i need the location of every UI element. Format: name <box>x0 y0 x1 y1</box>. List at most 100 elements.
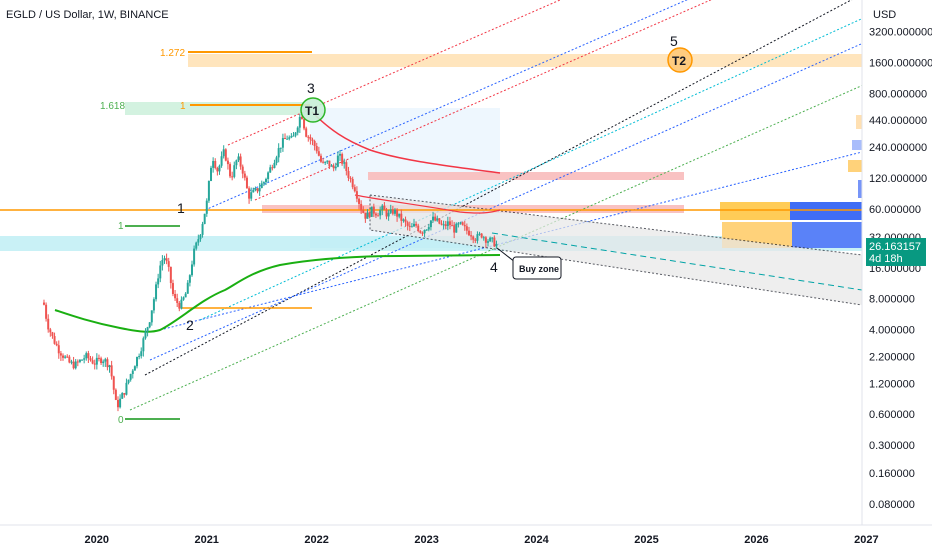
candle-body <box>292 135 295 137</box>
candle-body <box>260 183 263 189</box>
pf-blue-1 <box>204 0 688 211</box>
candle-body <box>472 236 475 240</box>
t2-circle <box>667 47 693 73</box>
candle-body <box>415 223 418 226</box>
candle-body <box>157 278 160 285</box>
candle-body <box>461 222 464 225</box>
wave-label-5: 5 <box>670 33 678 49</box>
candle-body <box>402 219 405 221</box>
candle-body <box>239 156 242 167</box>
candle-body <box>326 160 329 162</box>
candle-body <box>165 258 168 262</box>
candle-body <box>188 275 191 283</box>
candle-body <box>64 356 67 358</box>
candle-body <box>70 361 73 363</box>
candle-body <box>93 363 96 365</box>
candle-body <box>248 188 251 199</box>
currency-button[interactable] <box>866 4 902 24</box>
candle-body <box>491 237 494 239</box>
candle-body <box>53 336 56 344</box>
candle-body <box>216 167 219 172</box>
candle-body <box>218 165 221 172</box>
candle-body <box>383 205 386 210</box>
candle-body <box>311 139 314 142</box>
candle-body <box>220 156 223 166</box>
candle-body <box>345 162 348 171</box>
candle-body <box>448 221 451 226</box>
price-tick: 1600.000000 <box>869 57 932 69</box>
candle-body <box>152 299 155 311</box>
candle-body <box>176 298 179 303</box>
candle-body <box>68 356 71 363</box>
price-tick: 440.000000 <box>869 115 927 127</box>
volume-profile <box>720 115 862 248</box>
label-1618: 1.618 <box>100 101 125 112</box>
price-tick: 240.000000 <box>869 142 927 154</box>
time-tick: 2026 <box>744 534 768 546</box>
candle-body <box>349 177 352 180</box>
candle-body <box>322 161 325 163</box>
candle-body <box>300 116 303 120</box>
candle-body <box>419 230 422 233</box>
price-tick: 0.600000 <box>869 409 915 421</box>
candle-body <box>343 162 346 164</box>
candle-body <box>72 361 75 369</box>
candle-body <box>74 361 77 369</box>
candle-body <box>121 393 124 399</box>
candle-body <box>408 225 411 227</box>
candle-body <box>42 302 45 305</box>
candle-body <box>368 212 371 217</box>
price-tick: 8.000000 <box>869 294 915 306</box>
candle-body <box>140 351 143 357</box>
candle-body <box>131 370 134 375</box>
time-tick: 2024 <box>524 534 549 546</box>
candle-body <box>277 148 280 158</box>
candle-body <box>389 209 392 213</box>
candle-body <box>393 209 396 214</box>
plot-area[interactable]: 1.272 1.618 1 1 0 1 2 3 4 5 T1 T2 Buy zo… <box>0 0 870 426</box>
wave-label-1: 1 <box>177 200 185 216</box>
channel-projection <box>491 232 862 291</box>
price-tick: 2.200000 <box>869 351 915 363</box>
candle-body <box>474 239 477 241</box>
candle-body <box>110 365 113 377</box>
candle-body <box>186 282 189 294</box>
candle-body <box>57 345 60 354</box>
candle-body <box>353 187 356 192</box>
time-tick: 2027 <box>854 534 878 546</box>
candle-body <box>112 376 115 390</box>
vp-bar-5 <box>852 140 862 150</box>
candle-body <box>362 210 365 213</box>
price-axis[interactable]: 3200.000000 1600.000000 800.000000 440.0000… <box>869 27 932 511</box>
candle-body <box>319 155 322 162</box>
candle-body <box>446 221 449 227</box>
resistance-zone-upper <box>368 172 684 180</box>
candle-body <box>336 155 339 167</box>
candle-body <box>429 220 432 228</box>
candle-body <box>417 225 420 231</box>
candle-body <box>91 360 94 364</box>
candle-body <box>286 138 289 140</box>
candle-body <box>385 209 388 217</box>
candle-body <box>341 154 344 164</box>
candle-body <box>374 213 377 216</box>
chart-title: EGLD / US Dollar, 1W, BINANCE <box>6 9 169 21</box>
time-axis[interactable]: 2020 2021 2022 2023 2024 2025 2026 2027 <box>85 534 879 546</box>
candle-body <box>133 366 136 371</box>
candle-body <box>482 237 485 239</box>
vp-bar-4 <box>848 160 862 172</box>
candle-body <box>262 182 265 184</box>
wave-label-3: 3 <box>307 80 315 96</box>
wave-label-2: 2 <box>186 317 194 333</box>
candle-body <box>432 216 435 221</box>
candle-body <box>281 138 284 148</box>
candle-body <box>298 116 301 128</box>
candle-body <box>178 302 181 309</box>
candle-body <box>222 149 225 157</box>
candle-body <box>55 343 58 346</box>
candle-body <box>256 188 259 192</box>
candle-body <box>404 219 407 223</box>
candle-body <box>250 192 253 199</box>
